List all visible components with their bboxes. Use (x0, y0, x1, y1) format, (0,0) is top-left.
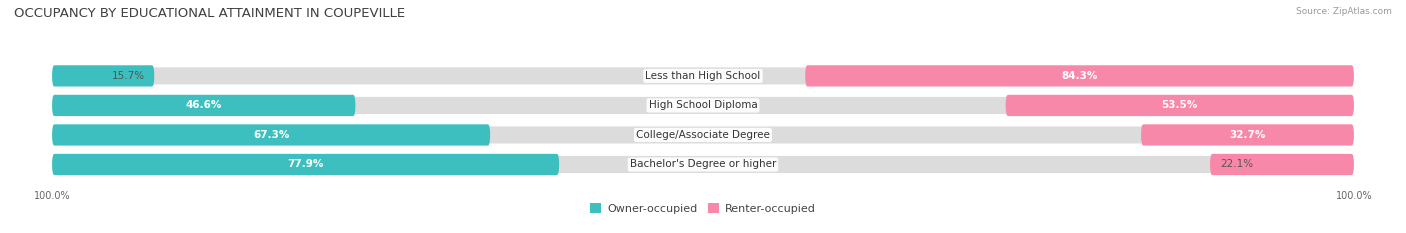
FancyBboxPatch shape (52, 65, 1354, 86)
FancyBboxPatch shape (52, 154, 1354, 175)
Text: Less than High School: Less than High School (645, 71, 761, 81)
FancyBboxPatch shape (1005, 95, 1354, 116)
Text: 15.7%: 15.7% (111, 71, 145, 81)
FancyBboxPatch shape (1142, 124, 1354, 146)
FancyBboxPatch shape (806, 65, 1354, 86)
Text: 77.9%: 77.9% (287, 159, 323, 169)
Text: 100.0%: 100.0% (34, 191, 70, 201)
Text: 22.1%: 22.1% (1220, 159, 1253, 169)
FancyBboxPatch shape (52, 95, 356, 116)
Text: College/Associate Degree: College/Associate Degree (636, 130, 770, 140)
Text: 67.3%: 67.3% (253, 130, 290, 140)
Text: High School Diploma: High School Diploma (648, 100, 758, 110)
Text: 84.3%: 84.3% (1062, 71, 1098, 81)
Text: 46.6%: 46.6% (186, 100, 222, 110)
Text: 53.5%: 53.5% (1161, 100, 1198, 110)
Legend: Owner-occupied, Renter-occupied: Owner-occupied, Renter-occupied (586, 199, 820, 218)
FancyBboxPatch shape (52, 95, 1354, 116)
FancyBboxPatch shape (52, 154, 560, 175)
FancyBboxPatch shape (52, 124, 1354, 146)
FancyBboxPatch shape (1211, 154, 1354, 175)
Text: Bachelor's Degree or higher: Bachelor's Degree or higher (630, 159, 776, 169)
Text: 100.0%: 100.0% (1336, 191, 1372, 201)
Text: OCCUPANCY BY EDUCATIONAL ATTAINMENT IN COUPEVILLE: OCCUPANCY BY EDUCATIONAL ATTAINMENT IN C… (14, 7, 405, 20)
Text: 32.7%: 32.7% (1229, 130, 1265, 140)
FancyBboxPatch shape (52, 124, 491, 146)
FancyBboxPatch shape (52, 65, 155, 86)
Text: Source: ZipAtlas.com: Source: ZipAtlas.com (1296, 7, 1392, 16)
